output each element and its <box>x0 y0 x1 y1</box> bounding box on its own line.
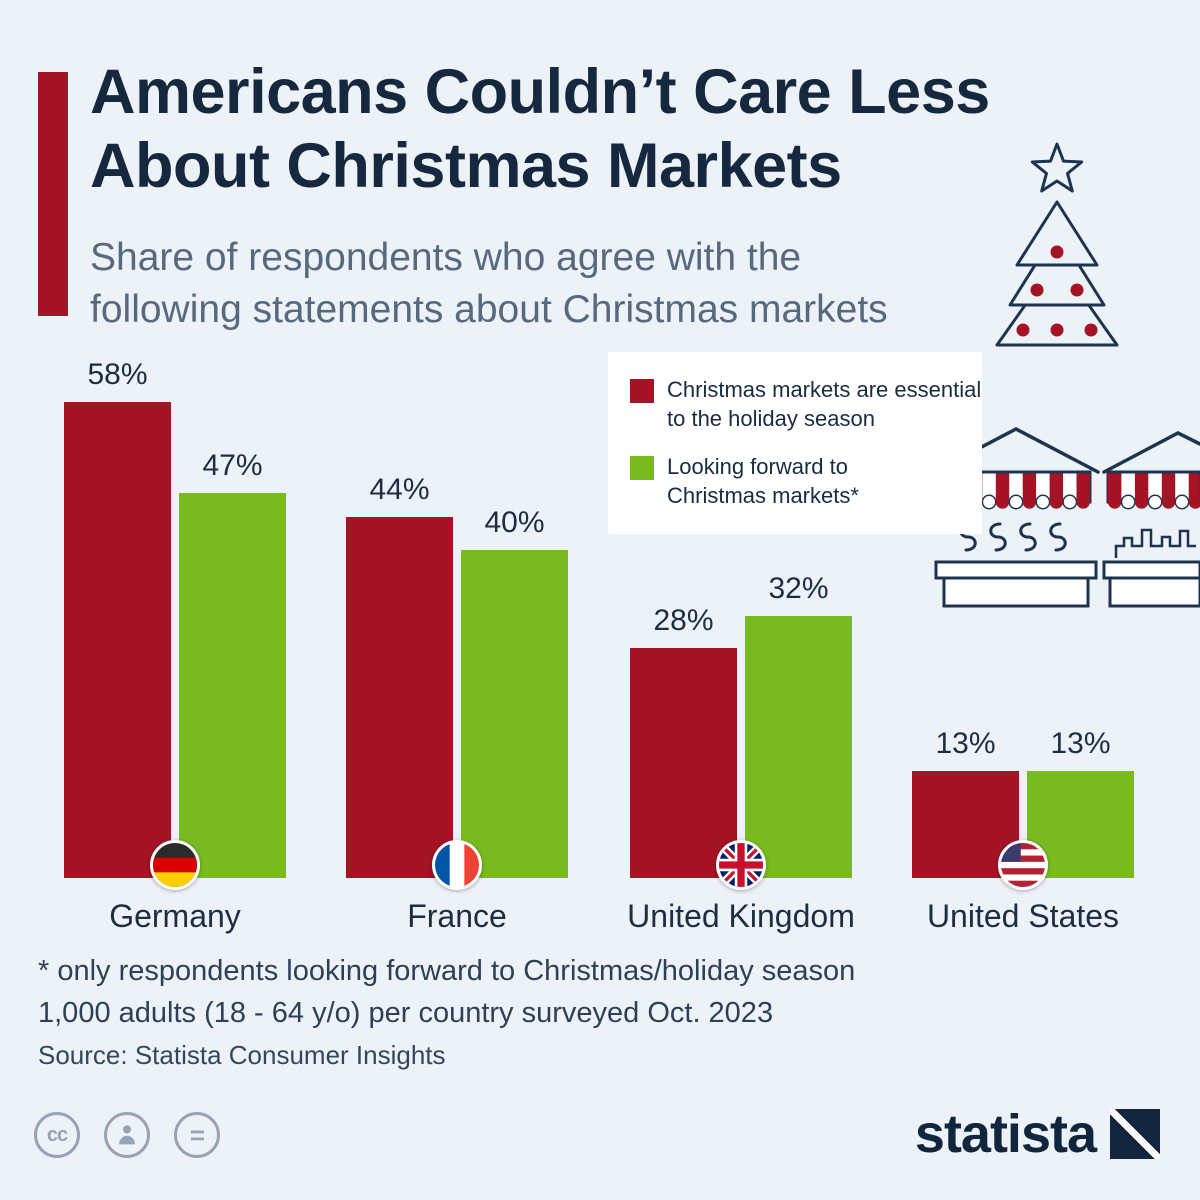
attribution-icon[interactable] <box>104 1112 150 1158</box>
no-derivatives-icon[interactable]: = <box>174 1112 220 1158</box>
bar-group-de: 58% 47% Germany <box>64 0 286 934</box>
subtitle-line-2: following statements about Christmas mar… <box>90 287 888 331</box>
bar-value-label: 13% <box>1050 727 1111 760</box>
legend-label-line: Christmas markets are essential <box>667 377 982 402</box>
bar-fr-series-0 <box>346 517 453 878</box>
legend-label-line: to the holiday season <box>667 405 875 431</box>
legend-swatch-red <box>630 379 654 403</box>
statista-wordmark: statista <box>914 1104 1097 1164</box>
bar-value-label: 40% <box>484 506 545 539</box>
page-subtitle: Share of respondents who agree with the … <box>90 232 888 336</box>
legend-item-looking-forward: Looking forward to Christmas markets* <box>630 453 960 510</box>
legend-label-line: Christmas markets* <box>667 482 859 508</box>
legend-label-line: Looking forward to <box>667 454 848 480</box>
country-label: France <box>407 898 507 934</box>
bar-de-series-0 <box>64 402 171 878</box>
bar-value-label: 28% <box>653 604 714 637</box>
legend-item-essential: Christmas markets are essential to the h… <box>630 376 981 433</box>
bar-gb-series-1 <box>745 616 852 878</box>
bar-chart: 58% 47% Germany 44% 40% France 28% 32% United Ki… <box>64 0 1134 934</box>
flag-united-kingdom-icon <box>716 840 766 890</box>
christmas-tree-icon <box>995 142 1119 347</box>
bar-fr-series-1 <box>461 550 568 878</box>
title-accent-bar <box>38 72 68 316</box>
bar-group-us: 13% 13% United States <box>912 0 1134 934</box>
subtitle-line-1: Share of respondents who agree with the <box>90 236 802 279</box>
bar-value-label: 32% <box>768 572 829 605</box>
country-label: United Kingdom <box>627 898 855 934</box>
flag-united-states-icon <box>998 840 1048 890</box>
flag-germany-icon <box>150 840 200 890</box>
source-note: Source: Statista Consumer Insights <box>38 1040 446 1070</box>
footnote-2: 1,000 adults (18 - 64 y/o) per country s… <box>38 997 774 1029</box>
footnote-1: * only respondents looking forward to Ch… <box>38 955 856 987</box>
person-icon <box>119 1125 135 1145</box>
bar-value-label: 13% <box>935 727 996 760</box>
bar-value-label: 44% <box>369 473 430 506</box>
title-line-2: About Christmas Markets <box>90 130 842 201</box>
legend: Christmas markets are essential to the h… <box>608 352 982 535</box>
page-title: Americans Couldn’t Care Less About Chris… <box>90 56 990 203</box>
flag-france-icon <box>432 840 482 890</box>
bar-group-gb: 28% 32% United Kingdom <box>627 0 855 934</box>
cc-icon[interactable]: cc <box>34 1112 80 1158</box>
bar-value-label: 47% <box>202 449 263 482</box>
star-icon <box>1030 142 1084 193</box>
bar-de-series-1 <box>179 493 286 878</box>
country-label: Germany <box>109 898 241 934</box>
statista-logo[interactable]: statista <box>915 1103 1160 1165</box>
country-label: United States <box>926 898 1120 934</box>
statista-logo-mark-icon <box>1110 1109 1160 1159</box>
bar-gb-series-0 <box>630 648 737 878</box>
cc-license-row: cc = <box>34 1112 220 1158</box>
bar-value-label: 58% <box>87 358 148 391</box>
bar-group-fr: 44% 40% France <box>346 0 568 934</box>
legend-swatch-green <box>630 456 654 481</box>
title-line-1: Americans Couldn’t Care Less <box>90 57 990 127</box>
